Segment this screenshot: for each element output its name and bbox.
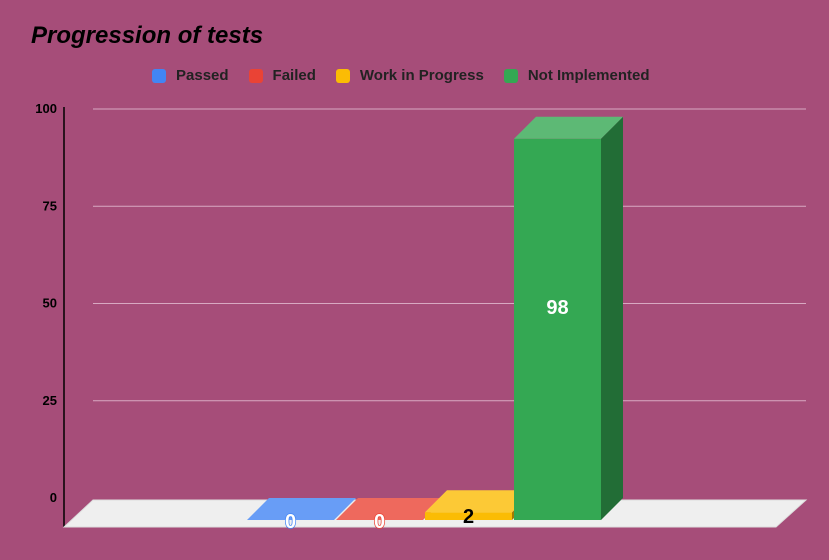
bar-failed[interactable] [336, 498, 445, 520]
bar-side [601, 116, 623, 520]
bar-front [514, 138, 601, 520]
legend-label-work-in-progress: Work in Progress [359, 67, 484, 84]
y-tick-label: 25 [43, 393, 57, 408]
data-label: 0 [285, 511, 296, 533]
legend-swatch-not-implemented [503, 68, 518, 83]
bar-not-implemented[interactable] [514, 116, 623, 520]
legend-item-work-in-progress[interactable]: Work in Progress [335, 67, 484, 84]
data-labels: 0 0 2 98 [284, 297, 568, 534]
gridlines [93, 108, 806, 402]
legend: Passed Failed Work in Progress Not Imple… [152, 67, 670, 84]
legend-label-passed: Passed [176, 67, 229, 84]
legend-swatch-passed [152, 68, 166, 83]
data-label: 2 [463, 506, 474, 528]
bar-top [247, 498, 356, 520]
bar-top [425, 490, 534, 513]
legend-label-failed: Failed [272, 67, 316, 84]
y-tick-label: 75 [43, 198, 57, 213]
legend-item-not-implemented[interactable]: Not Implemented [503, 67, 650, 84]
y-tick-label: 50 [43, 296, 57, 311]
chart-title: Progression of tests [31, 22, 264, 49]
y-axis: 0 25 50 75 100 [35, 101, 65, 527]
data-label: 0 [374, 511, 385, 533]
legend-item-passed[interactable]: Passed [152, 67, 229, 84]
bar-front [425, 512, 512, 520]
legend-swatch-work-in-progress [335, 68, 350, 83]
y-tick-label: 0 [50, 490, 57, 505]
data-label: 98 [546, 297, 568, 319]
legend-swatch-failed [248, 68, 263, 83]
legend-label-not-implemented: Not Implemented [527, 67, 650, 84]
bar-top [514, 116, 623, 139]
y-tick-label: 100 [35, 101, 57, 116]
bar-top [336, 498, 445, 520]
legend-item-failed[interactable]: Failed [248, 67, 316, 84]
bars [247, 116, 623, 520]
bar-passed[interactable] [247, 498, 356, 520]
